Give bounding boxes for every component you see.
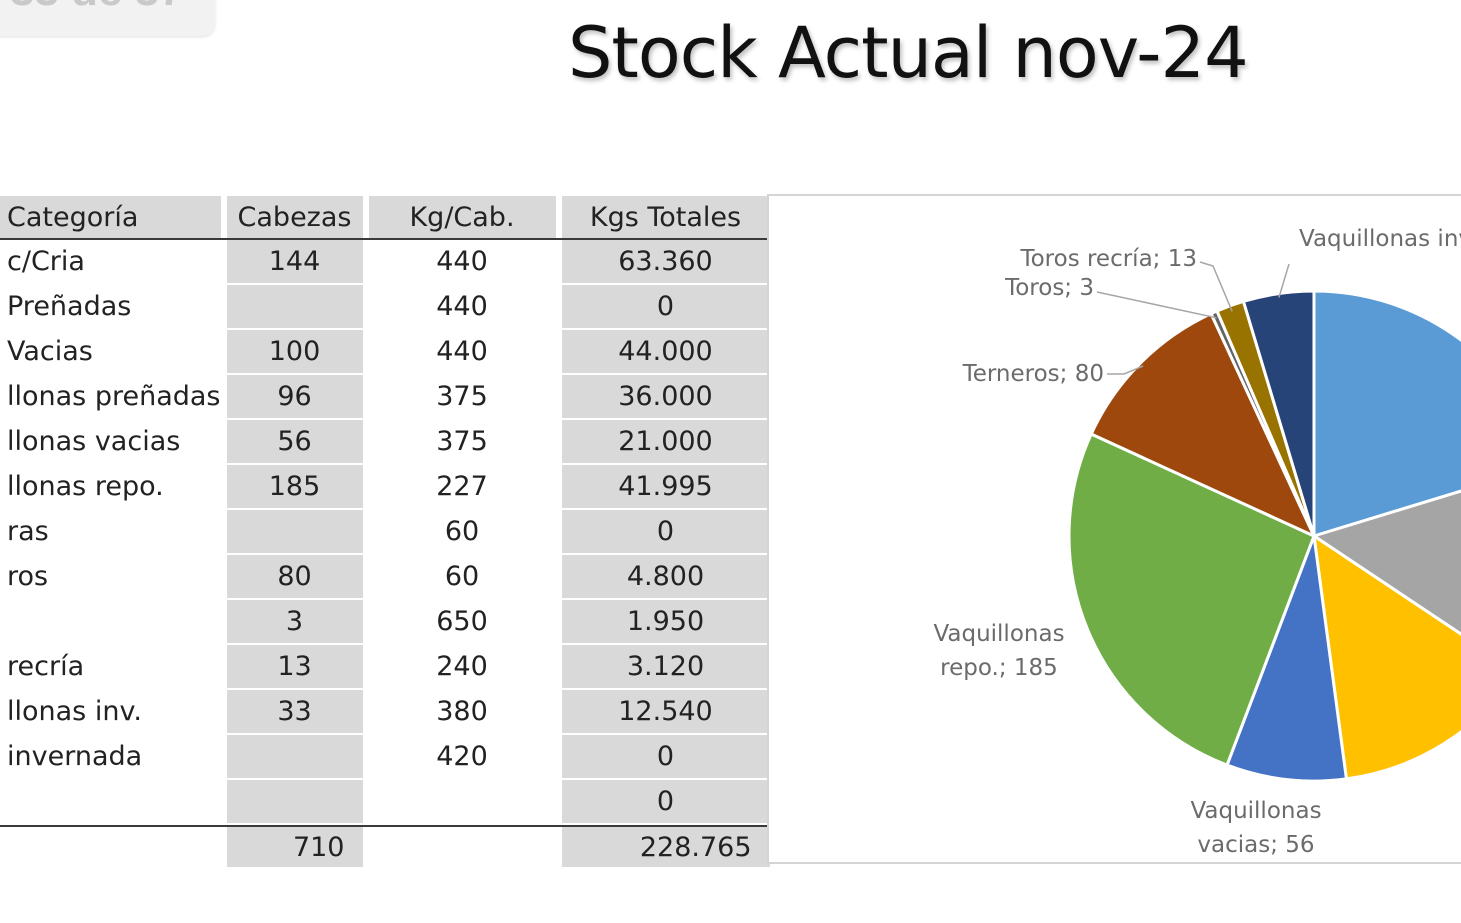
cell-cabezas: 13 [226, 645, 363, 690]
table-header-row: Categoría Cabezas Kg/Cab. Kgs Totales [0, 196, 770, 240]
cell-cabezas: 56 [226, 420, 363, 465]
table-row: 0 [0, 780, 770, 825]
cell-kgcab: 420 [368, 735, 556, 780]
cell-kgs-totales: 36.000 [561, 375, 770, 420]
cell-kgcab: 650 [368, 600, 556, 645]
header-categoria: Categoría [0, 196, 221, 240]
table-row: ros 80 60 4.800 [0, 555, 770, 600]
cell-kgs-totales: 0 [561, 510, 770, 555]
cell-cabezas: 33 [226, 690, 363, 735]
pie-chart: Vaquillonas vacias; 56 Vaquillonas repo.; 1… [933, 226, 1461, 858]
cell-cabezas: 3 [226, 600, 363, 645]
data-label-vaquillonas-repo: Vaquillonas repo.; 185 [933, 621, 1064, 681]
cell-cabezas: 100 [226, 330, 363, 375]
pie-chart-frame: Vaquillonas vacias; 56 Vaquillonas repo.; 1… [767, 194, 1461, 864]
cell-kgcab: 227 [368, 465, 556, 510]
table-row: ras 60 0 [0, 510, 770, 555]
cell-categoria: recría [0, 645, 221, 690]
data-label-vaquillonas-inv: Vaquillonas inv [1299, 226, 1461, 252]
cell-kgs-totales: 21.000 [561, 420, 770, 465]
leader-line-toros [1096, 291, 1217, 319]
data-label-toros: Toros; 3 [1004, 275, 1094, 301]
pie-slice-0 [1312, 289, 1461, 539]
leader-line-toros-recria [1199, 261, 1233, 312]
header-kgs-totales: Kgs Totales [561, 196, 770, 240]
cell-total-kgcab [368, 825, 556, 869]
data-label-toros-recria: Toros recría; 13 [1019, 246, 1197, 272]
cell-cabezas [226, 780, 363, 825]
cell-kgs-totales: 12.540 [561, 690, 770, 735]
table-row: llonas repo. 185 227 41.995 [0, 465, 770, 510]
cell-kgs-totales: 0 [561, 735, 770, 780]
table-row: recría 13 240 3.120 [0, 645, 770, 690]
cell-cabezas: 185 [226, 465, 363, 510]
cell-kgs-totales: 0 [561, 780, 770, 825]
cell-categoria: invernada [0, 735, 221, 780]
table-body: c/Cria 144 440 63.360 Preñadas 440 0 Vacias 100 4… [0, 240, 770, 869]
cell-kgs-totales: 4.800 [561, 555, 770, 600]
cell-cabezas: 96 [226, 375, 363, 420]
table-row: Preñadas 440 0 [0, 285, 770, 330]
cell-kgs-totales: 44.000 [561, 330, 770, 375]
cell-kgcab: 60 [368, 510, 556, 555]
pie-slice-8 [1241, 289, 1316, 537]
cell-kgcab [368, 780, 556, 825]
data-label-vaquillonas-vacias: Vaquillonas vacias; 56 [1190, 798, 1321, 858]
cell-kgcab: 240 [368, 645, 556, 690]
cell-kgcab: 60 [368, 555, 556, 600]
table-row: llonas inv. 33 380 12.540 [0, 690, 770, 735]
cell-kgcab: 380 [368, 690, 556, 735]
leader-line-vaquillonas-inv [1278, 263, 1290, 298]
cell-kgcab: 440 [368, 240, 556, 285]
header-kgcab: Kg/Cab. [368, 196, 556, 240]
cell-categoria: llonas inv. [0, 690, 221, 735]
data-label-terneros: Terneros; 80 [962, 361, 1104, 387]
cell-total-cabezas: 710 [226, 825, 363, 869]
cell-kgs-totales: 0 [561, 285, 770, 330]
cell-categoria: ras [0, 510, 221, 555]
cell-cabezas: 144 [226, 240, 363, 285]
table-row: llonas vacias 56 375 21.000 [0, 420, 770, 465]
table-row: 3 650 1.950 [0, 600, 770, 645]
header-cabezas: Cabezas [226, 196, 363, 240]
cell-cabezas [226, 735, 363, 780]
pie-slice-3 [1225, 535, 1349, 783]
cell-categoria: llonas repo. [0, 465, 221, 510]
cell-categoria: llonas vacias [0, 420, 221, 465]
cell-kgcab: 440 [368, 330, 556, 375]
cell-categoria: ros [0, 555, 221, 600]
cell-kgcab: 375 [368, 375, 556, 420]
cell-kgs-totales: 63.360 [561, 240, 770, 285]
cell-kgs-totales: 41.995 [561, 465, 770, 510]
cell-categoria: Vacias [0, 330, 221, 375]
leader-line-terneros [1107, 365, 1144, 375]
pie-slice-1 [1310, 489, 1461, 636]
cell-kgcab: 440 [368, 285, 556, 330]
cell-kgcab: 375 [368, 420, 556, 465]
page-indicator-text: 33 de 37 [10, 0, 184, 16]
cell-categoria: c/Cria [0, 240, 221, 285]
cell-categoria [0, 780, 221, 825]
table-row: invernada 420 0 [0, 735, 770, 780]
slide-title: Stock Actual nov-24 [568, 12, 1249, 94]
cell-kgs-totales: 3.120 [561, 645, 770, 690]
pie-slice-5 [1089, 311, 1318, 540]
cell-cabezas [226, 510, 363, 555]
cell-total-label [0, 825, 221, 869]
pie-slice-4 [1067, 432, 1316, 767]
stock-table: Categoría Cabezas Kg/Cab. Kgs Totales c/… [0, 196, 770, 869]
cell-categoria: Preñadas [0, 285, 221, 330]
table-row: llonas preñadas 96 375 36.000 [0, 375, 770, 420]
cell-cabezas [226, 285, 363, 330]
cell-categoria: llonas preñadas [0, 375, 221, 420]
table-row: Vacias 100 440 44.000 [0, 330, 770, 375]
page-indicator: 33 de 37 [0, 0, 215, 36]
cell-total-kgs-totales: 228.765 [561, 825, 770, 869]
pie-slice-2 [1312, 532, 1461, 781]
cell-categoria [0, 600, 221, 645]
cell-cabezas: 80 [226, 555, 363, 600]
table-row: c/Cria 144 440 63.360 [0, 240, 770, 285]
cell-kgs-totales: 1.950 [561, 600, 770, 645]
table-total-row: 710 228.765 [0, 825, 770, 869]
